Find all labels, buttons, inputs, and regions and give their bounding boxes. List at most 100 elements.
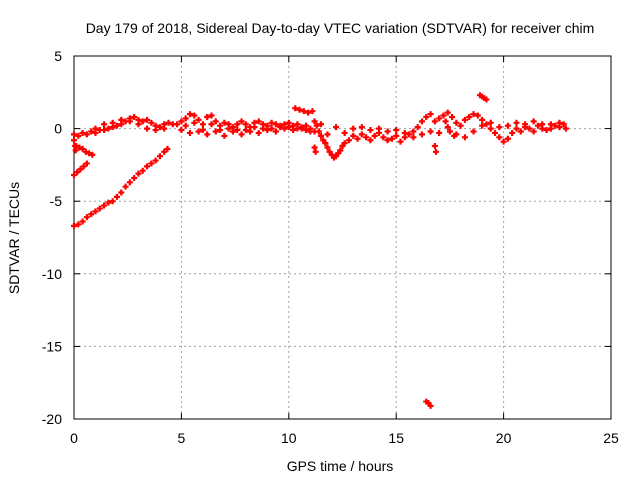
data-point bbox=[461, 134, 468, 141]
data-point bbox=[350, 132, 357, 139]
data-point bbox=[221, 132, 228, 139]
data-point bbox=[483, 96, 490, 103]
data-point bbox=[384, 128, 391, 135]
data-point bbox=[204, 113, 211, 120]
data-point bbox=[474, 112, 481, 119]
data-point bbox=[313, 122, 320, 129]
data-point bbox=[393, 132, 400, 139]
data-point bbox=[178, 118, 185, 125]
data-point bbox=[380, 134, 387, 141]
data-point bbox=[384, 137, 391, 144]
data-point bbox=[406, 131, 413, 138]
data-point bbox=[88, 211, 95, 218]
data-point bbox=[113, 122, 120, 129]
data-point bbox=[410, 134, 417, 141]
data-point bbox=[302, 127, 309, 134]
data-point bbox=[164, 145, 171, 152]
data-point bbox=[71, 131, 77, 138]
data-point bbox=[500, 138, 507, 145]
data-point bbox=[562, 125, 569, 132]
data-point bbox=[324, 144, 331, 151]
data-point bbox=[292, 105, 299, 112]
data-point bbox=[86, 150, 93, 157]
data-point bbox=[534, 122, 541, 129]
y-tick-label: -5 bbox=[50, 193, 63, 209]
data-point bbox=[79, 129, 86, 136]
data-point bbox=[311, 128, 318, 135]
data-point bbox=[88, 128, 95, 135]
data-point bbox=[556, 119, 563, 126]
data-point bbox=[543, 127, 550, 134]
data-point bbox=[504, 122, 511, 129]
data-point bbox=[126, 118, 133, 125]
data-point bbox=[552, 122, 559, 129]
data-point bbox=[451, 132, 458, 139]
data-point bbox=[466, 113, 473, 120]
data-points bbox=[71, 92, 569, 409]
data-point bbox=[186, 111, 193, 118]
data-point bbox=[72, 147, 79, 154]
data-point bbox=[440, 112, 447, 119]
data-point bbox=[144, 116, 151, 123]
data-point bbox=[161, 125, 168, 132]
data-point bbox=[333, 124, 340, 131]
x-tick-label: 0 bbox=[70, 430, 78, 446]
data-point bbox=[367, 127, 374, 134]
data-point bbox=[83, 214, 90, 221]
data-point bbox=[442, 118, 449, 125]
data-point bbox=[296, 106, 303, 113]
data-point bbox=[461, 116, 468, 123]
data-point bbox=[195, 128, 202, 135]
data-point bbox=[79, 218, 86, 225]
data-point bbox=[470, 111, 477, 118]
data-point bbox=[89, 151, 96, 158]
data-point bbox=[92, 125, 99, 132]
data-point bbox=[496, 134, 503, 141]
data-point bbox=[212, 128, 219, 135]
data-point bbox=[174, 121, 181, 128]
data-point bbox=[444, 109, 451, 116]
data-point bbox=[281, 125, 288, 132]
data-point bbox=[178, 127, 185, 134]
y-tick-label: 5 bbox=[54, 48, 62, 64]
data-point bbox=[255, 129, 262, 136]
data-point bbox=[191, 119, 198, 126]
data-point bbox=[238, 118, 245, 125]
data-point bbox=[221, 119, 228, 126]
data-point bbox=[135, 121, 142, 128]
data-point bbox=[113, 193, 120, 200]
data-point bbox=[436, 129, 443, 136]
data-point bbox=[363, 134, 370, 141]
data-point bbox=[318, 132, 325, 139]
data-point bbox=[432, 148, 439, 155]
data-point bbox=[492, 129, 499, 136]
data-point bbox=[79, 145, 86, 152]
data-point bbox=[324, 131, 331, 138]
data-point bbox=[277, 122, 284, 129]
data-point bbox=[234, 127, 241, 134]
y-tick-labels: -20 -15 -10 -5 0 5 bbox=[42, 48, 62, 427]
data-point bbox=[300, 108, 307, 115]
data-point bbox=[345, 137, 352, 144]
data-point bbox=[427, 402, 434, 409]
data-point bbox=[208, 121, 215, 128]
data-point bbox=[152, 157, 159, 164]
data-point bbox=[341, 140, 348, 147]
data-point bbox=[530, 118, 537, 125]
data-point bbox=[397, 138, 404, 145]
data-point bbox=[479, 122, 486, 129]
data-point bbox=[191, 112, 198, 119]
data-point bbox=[238, 131, 245, 138]
data-point bbox=[135, 170, 142, 177]
data-point bbox=[152, 127, 159, 134]
data-point bbox=[105, 199, 112, 206]
data-point bbox=[294, 125, 301, 132]
chart-title: Day 179 of 2018, Sidereal Day-to-day VTE… bbox=[86, 20, 595, 36]
data-point bbox=[105, 125, 112, 132]
data-point bbox=[199, 121, 206, 128]
data-point bbox=[118, 116, 125, 123]
data-point bbox=[272, 128, 279, 135]
data-point bbox=[247, 128, 254, 135]
data-point bbox=[74, 169, 81, 176]
